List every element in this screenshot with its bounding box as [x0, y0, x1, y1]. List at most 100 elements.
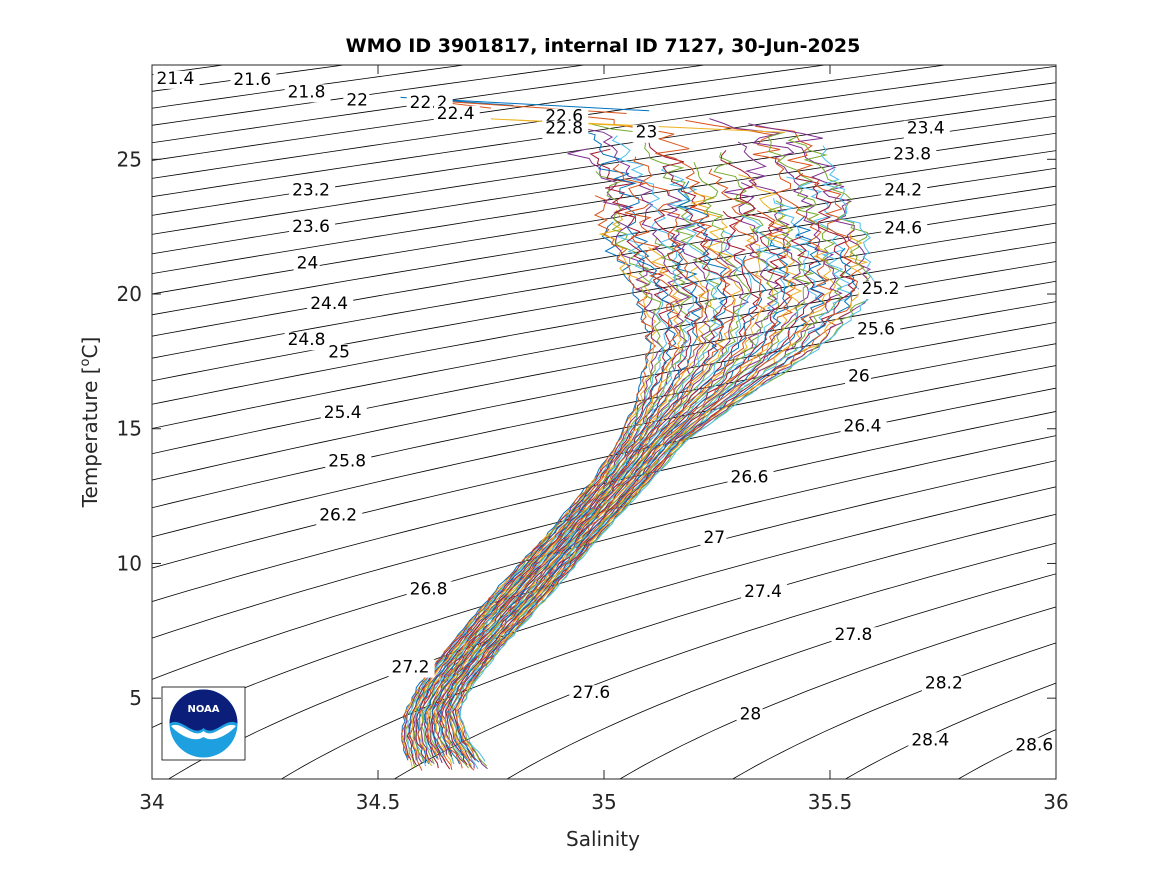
profile-line: [429, 162, 751, 759]
y-tick-label: 15: [117, 417, 142, 441]
noaa-logo: NOAA: [161, 686, 246, 761]
contour-label: 24: [297, 253, 319, 273]
contour-label: 23.2: [292, 181, 330, 201]
contour-label: 23.6: [292, 217, 330, 237]
contour-label: 26.8: [410, 579, 448, 599]
density-contour-line: [152, 301, 1056, 481]
contour-label: 24.4: [310, 294, 348, 314]
profile-line: [420, 265, 712, 767]
y-tick-label: 20: [117, 282, 142, 306]
profile-line: [424, 142, 728, 769]
y-axis-label-degree: o: [78, 358, 93, 366]
density-contour-line: [152, 241, 1056, 405]
profile-lines: [400, 96, 877, 771]
contour-label: 25: [328, 342, 350, 362]
contour-label: 28.2: [925, 674, 963, 694]
contour-label-bg: [854, 321, 901, 340]
contour-label-bg: [230, 72, 277, 91]
contour-label-bg: [388, 659, 435, 678]
density-contour-line: [152, 115, 1056, 255]
contour-label: 26.2: [319, 505, 357, 525]
y-tick-label: 5: [129, 686, 142, 710]
profile-line: [447, 215, 827, 769]
contour-label: 27.6: [572, 683, 610, 703]
x-tick-label: 34.5: [356, 790, 401, 814]
density-contour-line: [152, 261, 1056, 429]
contour-label: 28: [740, 705, 762, 725]
axis-ticks: 34 34.5 35 35.5 36 5 10 15 20 25: [117, 65, 1069, 814]
contour-label: 21.8: [288, 82, 326, 102]
y-axis-label: Temperature [oC]: [78, 337, 102, 509]
plot-area: [152, 65, 1056, 779]
contour-label-bg: [921, 675, 968, 694]
contour-label-bg: [908, 732, 955, 751]
chart-title: WMO ID 3901817, internal ID 7127, 30-Jun…: [346, 35, 861, 57]
y-axis-label-unit: C]: [78, 337, 102, 359]
contour-label-bg: [289, 182, 336, 201]
profile-line: [406, 231, 669, 757]
y-tick-label: 25: [117, 147, 142, 171]
density-contour-line: [152, 65, 829, 161]
contour-label-bg: [736, 706, 763, 725]
profile-line: [458, 135, 872, 767]
contour-label-bg: [700, 530, 727, 549]
contour-label: 26.4: [844, 416, 882, 436]
contour-label: 21.6: [233, 70, 271, 90]
density-contour-line: [619, 606, 1056, 779]
density-contour-line: [152, 365, 1056, 569]
contour-label: 24.2: [884, 181, 922, 201]
density-contour-line: [152, 65, 347, 92]
contour-label-bg: [320, 404, 367, 423]
y-axis-label-main: Temperature [: [78, 366, 102, 508]
profile-line: [426, 114, 736, 760]
density-contour-line: [152, 321, 1056, 509]
contour-label-bg: [858, 281, 905, 300]
contour-label: 25.2: [862, 279, 900, 299]
profile-line: [433, 168, 766, 771]
contour-label-bg: [433, 105, 480, 124]
density-contour-labels: 21.4 21.621.8 22 22.222.4 22.622.8 2323.223.4…: [153, 69, 1059, 756]
profile-line: [400, 96, 650, 112]
density-contour-line: [280, 513, 1056, 779]
profile-line: [490, 118, 785, 133]
contour-label: 28.4: [911, 730, 949, 750]
density-contour-line: [152, 185, 1056, 337]
x-tick-label: 35.5: [808, 790, 853, 814]
profile-line: [408, 163, 680, 771]
contour-label: 28.6: [1015, 736, 1053, 756]
profile-line: [411, 246, 684, 757]
density-contour-line: [152, 460, 1056, 728]
density-contour-line: [152, 132, 1056, 275]
density-contour-line: [731, 642, 1056, 779]
profile-line: [449, 131, 846, 758]
contour-label-bg: [289, 219, 336, 238]
contour-label-bg: [903, 120, 950, 139]
contour-label-bg: [316, 507, 363, 526]
density-contour-line: [152, 387, 1056, 602]
x-axis-label: Salinity: [566, 827, 640, 851]
profile-line: [436, 182, 780, 755]
profile-line: [414, 135, 695, 767]
contour-label-bg: [325, 344, 352, 363]
contour-label-bg: [153, 70, 200, 89]
contour-label: 23.8: [893, 144, 931, 164]
contour-label-bg: [542, 120, 589, 139]
profile-line: [445, 235, 825, 765]
contour-label-bg: [284, 84, 331, 103]
contour-label: 21.4: [157, 69, 195, 89]
contour-label-bg: [727, 469, 774, 488]
density-contour-line: [844, 682, 1056, 779]
contour-label: 27.8: [835, 625, 873, 645]
density-contours: [152, 65, 1056, 779]
contour-label-bg: [343, 92, 370, 111]
profile-line: [455, 125, 866, 758]
contour-label-bg: [406, 581, 453, 600]
profile-line: [454, 247, 858, 763]
contour-label: 25.8: [328, 451, 366, 471]
x-tick-label: 35: [591, 790, 616, 814]
contour-label: 26.6: [731, 468, 769, 488]
density-contour-line: [957, 729, 1056, 779]
contour-label-bg: [1012, 737, 1059, 756]
contour-label: 23.4: [907, 119, 945, 139]
